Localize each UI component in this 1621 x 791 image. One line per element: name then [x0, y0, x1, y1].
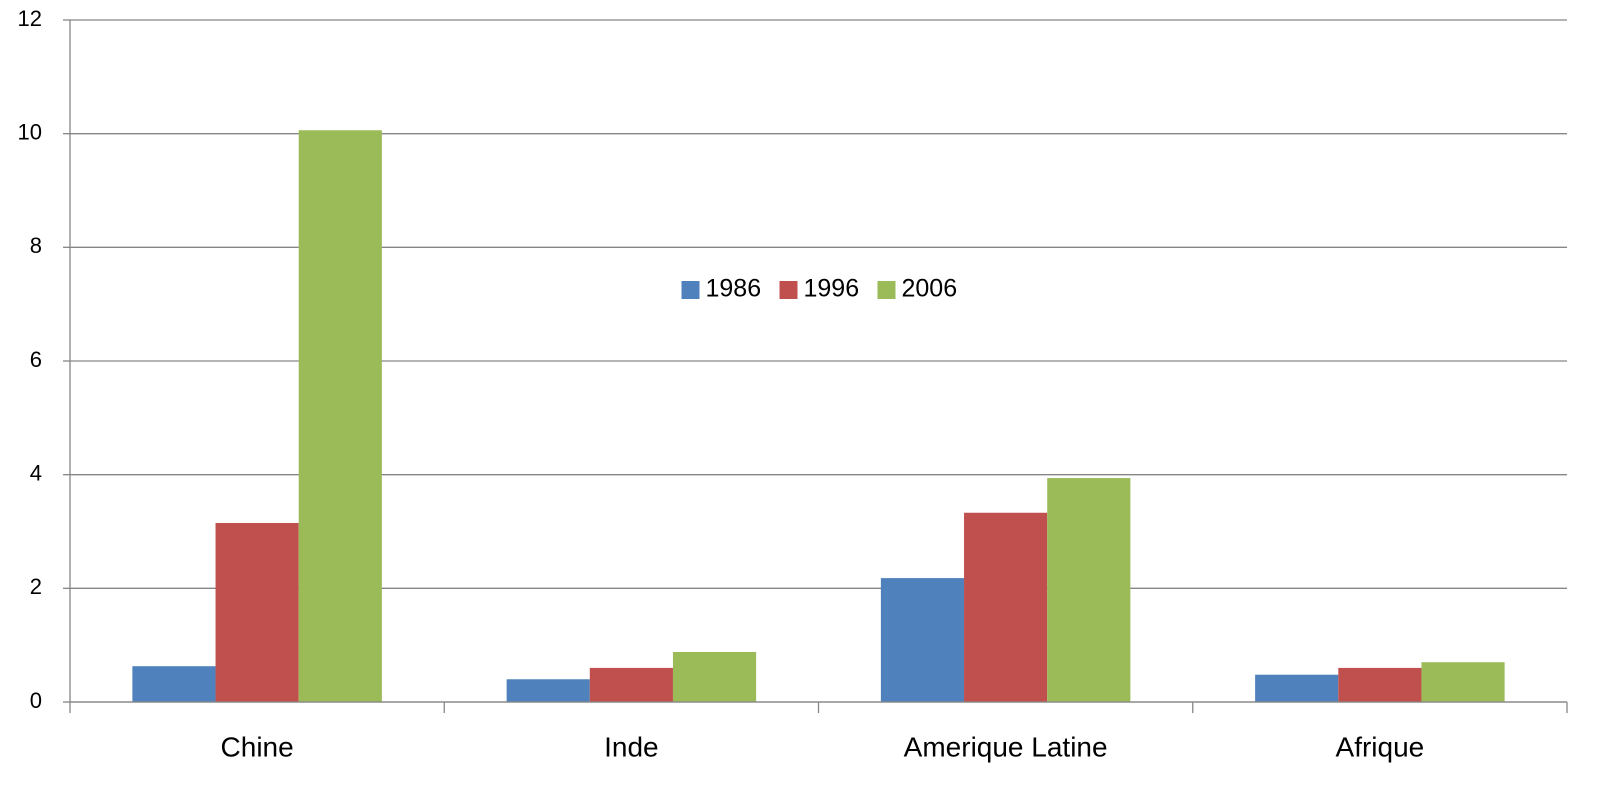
bar: [215, 522, 299, 702]
y-tick-label: 0: [30, 688, 42, 713]
bar: [1338, 667, 1422, 702]
bar: [298, 130, 382, 703]
bar: [1255, 674, 1339, 702]
bar: [880, 578, 965, 702]
legend-swatch: [877, 281, 896, 299]
y-tick-label: 10: [18, 119, 42, 144]
bar: [1421, 662, 1505, 702]
legend-label: 1996: [804, 275, 860, 303]
legend-swatch: [779, 281, 798, 299]
bar: [132, 666, 216, 702]
y-tick-label: 2: [30, 574, 42, 599]
x-tick-label: Afrique: [1336, 731, 1425, 762]
bar: [589, 667, 673, 702]
y-tick-label: 4: [30, 460, 42, 485]
bar: [506, 679, 590, 702]
bar: [672, 651, 757, 702]
x-tick-label: Inde: [604, 731, 659, 762]
legend-label: 2006: [902, 275, 958, 303]
legend-label: 1986: [706, 275, 762, 303]
bar: [1047, 478, 1131, 702]
y-tick-label: 12: [18, 6, 42, 31]
legend-swatch: [681, 281, 700, 299]
y-tick-label: 6: [30, 347, 42, 372]
y-tick-label: 8: [30, 233, 42, 258]
bar: [964, 512, 1048, 702]
x-tick-label: Amerique Latine: [904, 731, 1108, 762]
x-tick-label: Chine: [221, 731, 294, 762]
